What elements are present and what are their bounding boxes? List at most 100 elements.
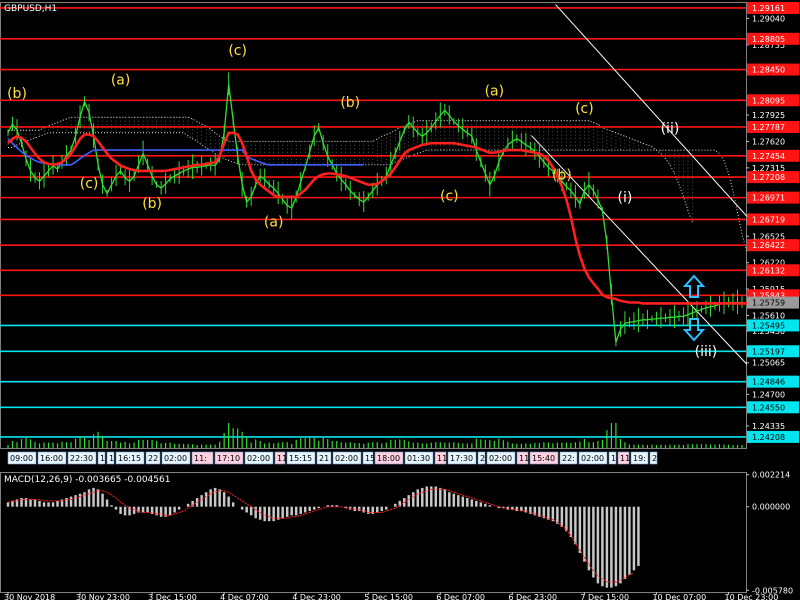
session-marker: 15:15 xyxy=(289,454,312,463)
resistance-label-box xyxy=(747,63,799,76)
resistance-label: 1.28450 xyxy=(752,66,785,75)
session-marker: 01:30 xyxy=(407,454,430,463)
price-tick-label: 1.25065 xyxy=(752,359,785,368)
price-tick-label: 1.26525 xyxy=(752,232,785,241)
session-marker-box xyxy=(362,451,374,465)
resistance-label-box xyxy=(747,94,799,107)
cloud-lower-line xyxy=(8,132,747,252)
wave-label: (c) xyxy=(575,101,594,117)
arrow-down-icon xyxy=(682,318,706,342)
session-marker: 17:30 xyxy=(450,454,473,463)
session-marker-box xyxy=(67,451,97,465)
session-marker-box xyxy=(559,451,578,465)
wave-label: (c) xyxy=(228,43,247,59)
channel-lower-line xyxy=(531,135,800,422)
session-marker: 16:15 xyxy=(118,454,141,463)
price-tick-label: 1.24700 xyxy=(752,390,785,399)
session-marker-box xyxy=(630,451,649,465)
current-price-label: 1.25759 xyxy=(752,299,785,308)
time-tick-label: 7 Dec 15:00 xyxy=(580,593,629,600)
session-marker-box xyxy=(374,451,404,465)
session-marker-box xyxy=(191,451,214,465)
session-marker-box xyxy=(578,451,608,465)
session-marker-box xyxy=(404,451,434,465)
resistance-label: 1.27208 xyxy=(752,173,785,182)
cloud-upper-line xyxy=(8,116,693,223)
session-marker: 17:10 xyxy=(217,454,240,463)
macd-tick-label: 0.002214 xyxy=(752,471,790,480)
session-marker-box xyxy=(244,451,274,465)
support-label: 1.25495 xyxy=(752,321,785,330)
wave-label: (a) xyxy=(485,84,505,100)
time-tick-label: 3 Dec 15:00 xyxy=(148,593,197,600)
session-marker: 11: xyxy=(437,454,450,463)
wave-label: (b) xyxy=(340,95,360,111)
wave-label: (c) xyxy=(440,188,459,204)
support-label-box xyxy=(747,345,799,358)
session-marker-box xyxy=(617,451,630,465)
wave-label: (a) xyxy=(264,214,284,230)
indicator-label: MACD(12,26,9) -0.003665 -0.004561 xyxy=(4,475,170,485)
session-marker: 15 xyxy=(365,454,375,463)
time-tick-label: 30 Nov 23:00 xyxy=(76,593,130,600)
session-marker: 21 xyxy=(319,454,329,463)
time-tick-label: 4 Dec 07:00 xyxy=(220,593,269,600)
session-marker: 2 xyxy=(652,454,657,463)
support-label: 1.24846 xyxy=(752,378,785,387)
session-marker-box xyxy=(649,451,658,465)
wave-label: (iii) xyxy=(695,344,718,360)
support-label: 1.24208 xyxy=(752,433,785,442)
time-tick-label: 10 Dec 23:00 xyxy=(724,593,778,600)
price-tick-label: 1.25430 xyxy=(752,327,785,336)
session-marker: 2 xyxy=(480,454,485,463)
resistance-label-box xyxy=(747,1,799,14)
resistance-label-box xyxy=(747,239,799,252)
wave-label: (b) xyxy=(142,196,162,212)
resistance-label-box xyxy=(747,171,799,184)
support-label-box xyxy=(747,319,799,332)
session-marker: 16:00 xyxy=(40,454,63,463)
price-tick-label: 1.25610 xyxy=(752,311,785,320)
session-marker: 09:00 xyxy=(10,454,33,463)
wave-label: (i) xyxy=(618,190,633,206)
resistance-label-box xyxy=(747,191,799,204)
macd-frame xyxy=(0,472,747,593)
support-label-box xyxy=(747,401,799,414)
resistance-label: 1.27454 xyxy=(752,152,785,161)
direction-arrows xyxy=(682,274,706,342)
price-grid xyxy=(0,2,747,593)
session-marker-box xyxy=(447,451,477,465)
resistance-label-box xyxy=(747,149,799,162)
session-marker: 11 xyxy=(277,454,287,463)
price-tick-label: 1.28735 xyxy=(752,41,785,50)
session-marker: 15:40 xyxy=(532,454,555,463)
support-label-box xyxy=(747,375,799,388)
time-tick-label: 30 Nov 2018 xyxy=(4,593,55,600)
session-marker: 1 xyxy=(100,454,105,463)
support-label: 1.24550 xyxy=(752,403,785,412)
session-marker: 11: xyxy=(194,454,207,463)
session-marker: 22 xyxy=(148,454,158,463)
session-marker-box xyxy=(37,451,67,465)
session-marker-box xyxy=(106,451,115,465)
price-axis: 1.290401.287351.284301.281251.279251.276… xyxy=(746,0,800,600)
resistance-label-box xyxy=(747,213,799,226)
wave-labels: (b) (c) (a) (b) (c) (a) (b) (c) (a) (c) (b) (ii) (i)… xyxy=(7,43,794,360)
price-tick-label: 1.26220 xyxy=(752,259,785,268)
macd-signal-line xyxy=(7,488,635,583)
resistance-label: 1.28805 xyxy=(752,35,785,44)
resistance-label: 1.25843 xyxy=(752,291,785,300)
session-marker: 1 xyxy=(109,454,114,463)
session-marker: 19: xyxy=(633,454,646,463)
session-marker: 22:30 xyxy=(70,454,93,463)
wave-label: (c) xyxy=(80,176,99,192)
session-marker-box xyxy=(97,451,106,465)
time-tick-label: 6 Dec 07:00 xyxy=(436,593,485,600)
session-marker: 02:00 xyxy=(247,454,270,463)
session-marker-box xyxy=(486,451,516,465)
session-marker: 02:00 xyxy=(164,454,187,463)
session-marker-box xyxy=(529,451,559,465)
price-tick-label: 1.24335 xyxy=(752,422,785,431)
session-marker: 1 xyxy=(611,454,616,463)
